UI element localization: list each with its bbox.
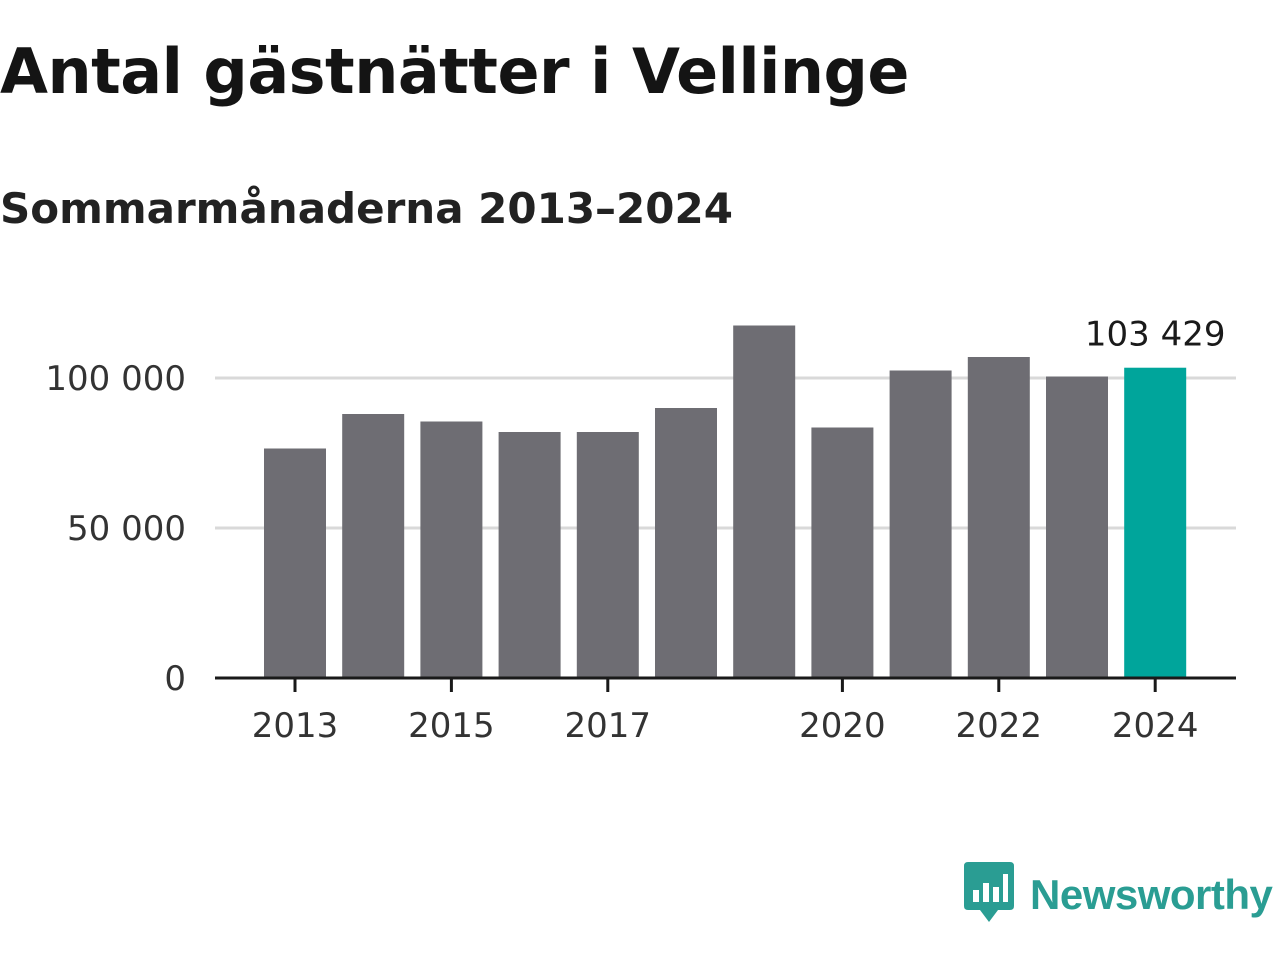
bar-2015 <box>420 421 483 678</box>
bar-2016 <box>498 432 561 678</box>
chart-title: Antal gästnätter i Vellinge <box>0 35 909 108</box>
bar-2021 <box>889 370 952 678</box>
x-tick-label: 2024 <box>1112 706 1199 746</box>
y-tick-label: 100 000 <box>45 359 186 399</box>
newsworthy-logo: Newsworthy <box>964 862 1273 928</box>
data-label: 103 429 <box>1085 315 1226 355</box>
x-tick-label: 2022 <box>956 706 1043 746</box>
x-tick-label: 2013 <box>252 706 339 746</box>
x-tick-label: 2015 <box>408 706 495 746</box>
bar-2020 <box>811 427 874 678</box>
bar-2019 <box>733 325 796 678</box>
x-tick-label: 2017 <box>565 706 652 746</box>
bar-chart-speech-bubble-icon <box>964 862 1014 928</box>
bar-2024 <box>1124 367 1187 678</box>
x-tick-label: 2020 <box>799 706 886 746</box>
bar-2013 <box>264 448 326 678</box>
brand-name: Newsworthy <box>1030 871 1273 918</box>
bar-2018 <box>655 408 717 678</box>
y-tick-label: 50 000 <box>67 509 186 549</box>
y-tick-label: 0 <box>164 659 186 699</box>
chart-subtitle: Sommarmånaderna 2013–2024 <box>0 184 733 233</box>
bar-2023 <box>1046 376 1108 678</box>
bar-2022 <box>967 357 1030 678</box>
bar-2017 <box>576 432 639 678</box>
bar-2014 <box>342 414 405 678</box>
